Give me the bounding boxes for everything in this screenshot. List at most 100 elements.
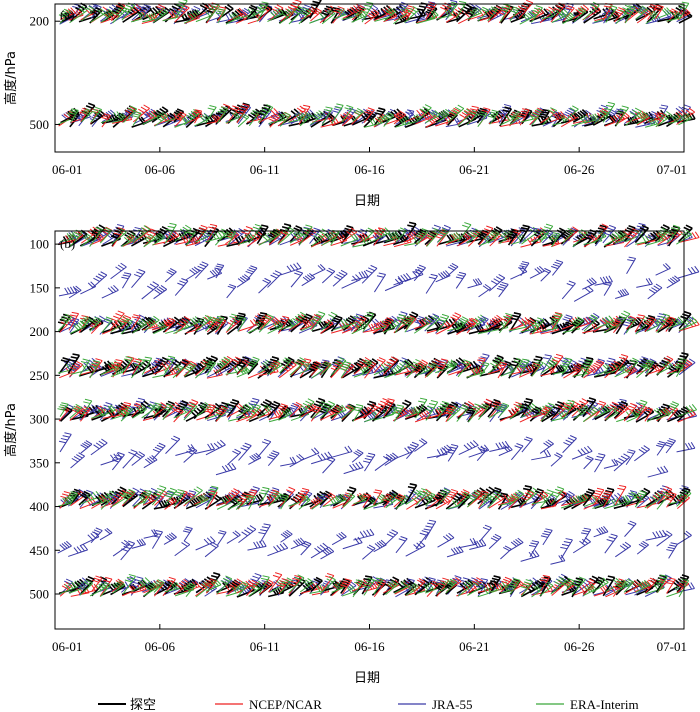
wind-barb [311, 311, 326, 331]
wind-barb [415, 104, 432, 123]
wind-barb [90, 438, 108, 456]
wind-barb [539, 439, 554, 454]
wind-barb [121, 232, 138, 247]
wind-barb [70, 452, 85, 469]
legend-label-2: JRA-55 [432, 697, 472, 712]
wind-barb [477, 111, 488, 128]
wind-barb [511, 443, 524, 461]
wind-barb [152, 7, 168, 23]
wind-barb [141, 316, 155, 331]
wind-barb [425, 314, 441, 331]
wind-barb [679, 231, 700, 243]
wind-barb [310, 263, 326, 277]
wind-barb [309, 0, 322, 19]
wind-barb [518, 0, 534, 19]
wind-barb [626, 357, 640, 374]
wind-barb [583, 455, 594, 470]
wind-barb [499, 106, 513, 127]
wind-barb [205, 105, 217, 124]
x-tick-label: 06-26 [564, 162, 595, 177]
wind-barb [352, 232, 368, 246]
wind-barb [343, 461, 364, 475]
wind-barb [573, 7, 587, 23]
y-tick-label: 350 [30, 455, 50, 470]
wind-barb [645, 10, 659, 25]
wind-barb [152, 442, 166, 460]
wind-barb [215, 462, 237, 476]
wind-barb [79, 315, 92, 330]
wind-barb [205, 223, 218, 244]
panel-a: (a) 200 500 06-01 06-06 06-11 06-16 06-21 06-2… [3, 0, 696, 209]
wind-barb [194, 261, 209, 279]
wind-barb [402, 316, 415, 333]
wind-barb [476, 107, 488, 124]
wind-barb [165, 435, 181, 454]
wind-barb [509, 6, 520, 21]
x-tick-label: 07-01 [657, 162, 687, 177]
wind-barb [382, 112, 395, 127]
wind-barb [437, 532, 455, 548]
wind-barb [647, 4, 658, 20]
wind-barb [290, 270, 304, 288]
wind-barb [625, 449, 636, 466]
wind-barb [362, 312, 374, 332]
wind-barb [172, 364, 184, 379]
wind-barb [548, 232, 561, 247]
panel-a-frame [54, 3, 685, 153]
wind-barb [636, 8, 652, 24]
wind-barb [132, 319, 148, 334]
wind-barb [280, 262, 302, 276]
legend-label-3: ERA-Interim [570, 697, 639, 712]
x-tick-label: 06-16 [354, 639, 385, 654]
wind-barb [614, 365, 629, 378]
wind-barb [122, 449, 138, 469]
wind-barb [109, 310, 125, 330]
wind-barb [509, 312, 522, 332]
y-tick-label: 100 [30, 237, 50, 252]
wind-barb [299, 224, 313, 245]
y-tick-label: 200 [30, 324, 50, 339]
wind-barb [436, 313, 450, 332]
wind-barb [643, 359, 655, 375]
wind-barb [214, 263, 225, 279]
wind-barb [615, 105, 629, 126]
wind-barb [341, 104, 354, 123]
wind-barb [331, 531, 347, 546]
wind-barb [321, 106, 333, 126]
wind-barb [636, 540, 649, 555]
wind-barb [487, 109, 499, 125]
wind-barb [351, 449, 364, 463]
wind-barb [299, 111, 312, 127]
wind-barb [195, 536, 216, 551]
wind-barb [183, 360, 197, 377]
wind-barb [634, 222, 646, 242]
wind-barb [496, 281, 509, 298]
wind-barb [89, 6, 103, 24]
wind-barb [675, 352, 689, 373]
wind-barb [101, 284, 119, 299]
y-tick-label: 250 [30, 368, 50, 383]
wind-barb [562, 107, 576, 123]
wind-barb [258, 277, 272, 294]
wind-barb [488, 533, 502, 550]
wind-barb [426, 362, 439, 378]
wind-barb [550, 313, 563, 331]
wind-barb [581, 358, 594, 377]
wind-barb [508, 357, 523, 377]
wind-barb [518, 261, 530, 277]
wind-barb [339, 361, 352, 378]
wind-barb [625, 107, 642, 126]
wind-barb [91, 271, 108, 289]
wind-barb [498, 312, 513, 334]
wind-barb [406, 441, 419, 460]
wind-barb [623, 5, 636, 24]
wind-barb [425, 110, 441, 124]
wind-barb [604, 533, 618, 554]
wind-barb [280, 529, 293, 543]
panel-b-x-label: 日期 [354, 671, 380, 686]
wind-barb [57, 402, 69, 417]
wind-barb [457, 233, 471, 247]
wind-barb [174, 540, 191, 557]
wind-barb [373, 357, 386, 374]
x-tick-label: 06-21 [459, 639, 489, 654]
